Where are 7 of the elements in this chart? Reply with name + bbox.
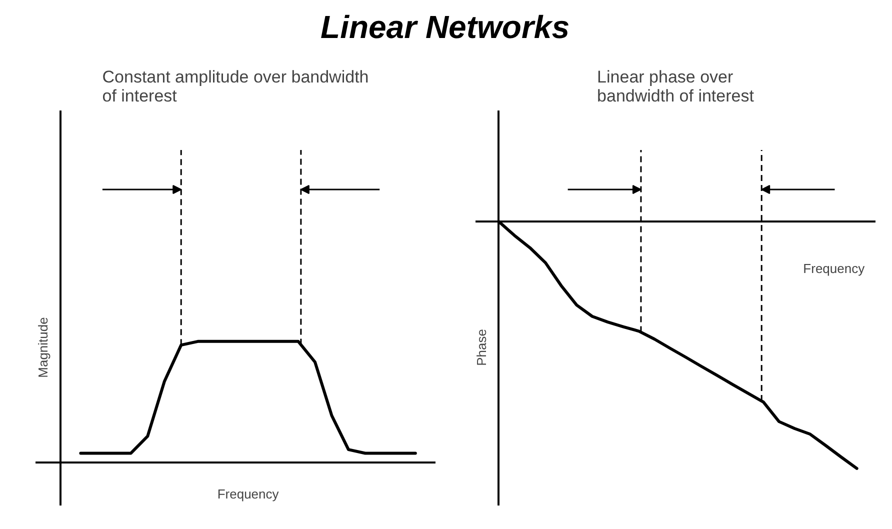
chart-subtitle: Linear phase over bandwidth of interest xyxy=(597,68,754,106)
x-axis-title: Frequency xyxy=(217,486,280,502)
chart-title: Linear Networks xyxy=(320,8,570,47)
chart-subtitle: Constant amplitude over bandwidth of interest xyxy=(102,68,369,106)
y-axis-title: Phase xyxy=(474,329,489,366)
y-axis-title: Magnitude xyxy=(36,317,51,378)
x-axis-title: Frequency xyxy=(803,261,866,276)
